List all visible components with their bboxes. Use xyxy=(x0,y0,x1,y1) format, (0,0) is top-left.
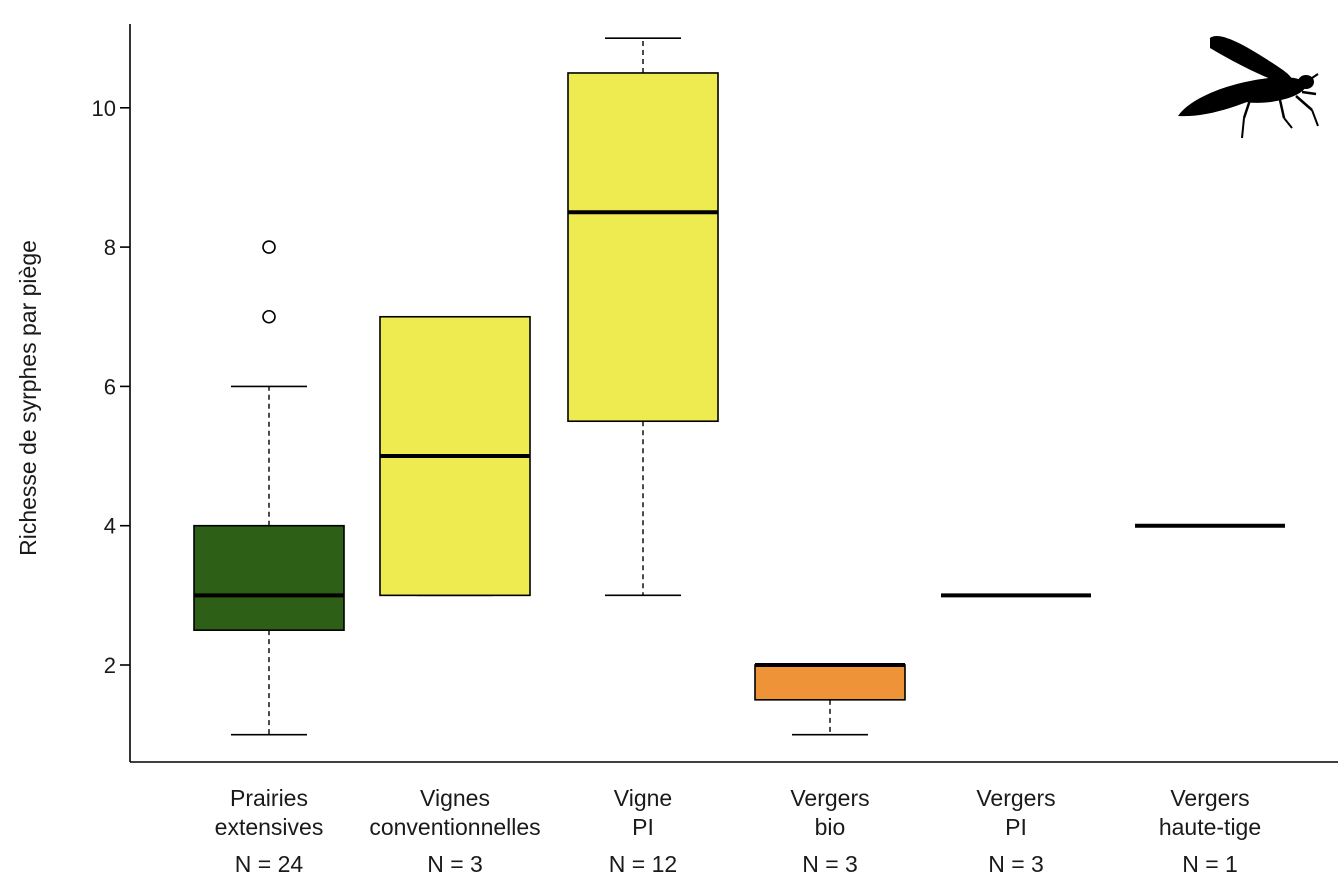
outlier-point xyxy=(262,309,276,324)
hoverfly-silhouette-icon xyxy=(1178,36,1319,139)
category-label: PI xyxy=(632,814,654,840)
boxes xyxy=(193,37,1285,736)
sample-size-label: N = 24 xyxy=(235,851,304,877)
category-labels: Prairies extensives N = 24 Vignes convention… xyxy=(215,785,1261,877)
sample-size-label: N = 12 xyxy=(609,851,677,877)
category-label: Vergers xyxy=(1170,785,1249,811)
box xyxy=(567,72,719,423)
category-label: Prairies xyxy=(230,785,308,811)
sample-size-label: N = 3 xyxy=(988,851,1044,877)
y-tick-label: 2 xyxy=(104,653,116,678)
box-group xyxy=(754,663,906,736)
y-axis-label: Richesse de syrphes par piège xyxy=(15,240,41,556)
box-group xyxy=(193,240,345,736)
box-group xyxy=(567,37,719,597)
y-tick-label: 6 xyxy=(104,374,116,399)
category-label: haute-tige xyxy=(1159,814,1261,840)
sample-size-label: N = 3 xyxy=(427,851,483,877)
sample-size-label: N = 1 xyxy=(1182,851,1238,877)
sample-size-label: N = 3 xyxy=(802,851,858,877)
category-label: conventionnelles xyxy=(369,814,540,840)
y-tick-label: 8 xyxy=(104,235,116,260)
axes: 2 4 6 8 10 xyxy=(92,24,1338,763)
box xyxy=(754,664,906,701)
category-label: extensives xyxy=(215,814,324,840)
category-label: Vignes xyxy=(420,785,490,811)
outlier-point xyxy=(262,240,276,254)
box xyxy=(193,524,345,631)
y-tick-label: 10 xyxy=(92,96,116,121)
category-label: Vergers xyxy=(976,785,1055,811)
category-label: bio xyxy=(815,814,846,840)
category-label: Vigne xyxy=(614,785,672,811)
category-label: Vergers xyxy=(790,785,869,811)
y-tick-label: 4 xyxy=(104,514,116,539)
box-group xyxy=(379,315,531,597)
category-label: PI xyxy=(1005,814,1027,840)
